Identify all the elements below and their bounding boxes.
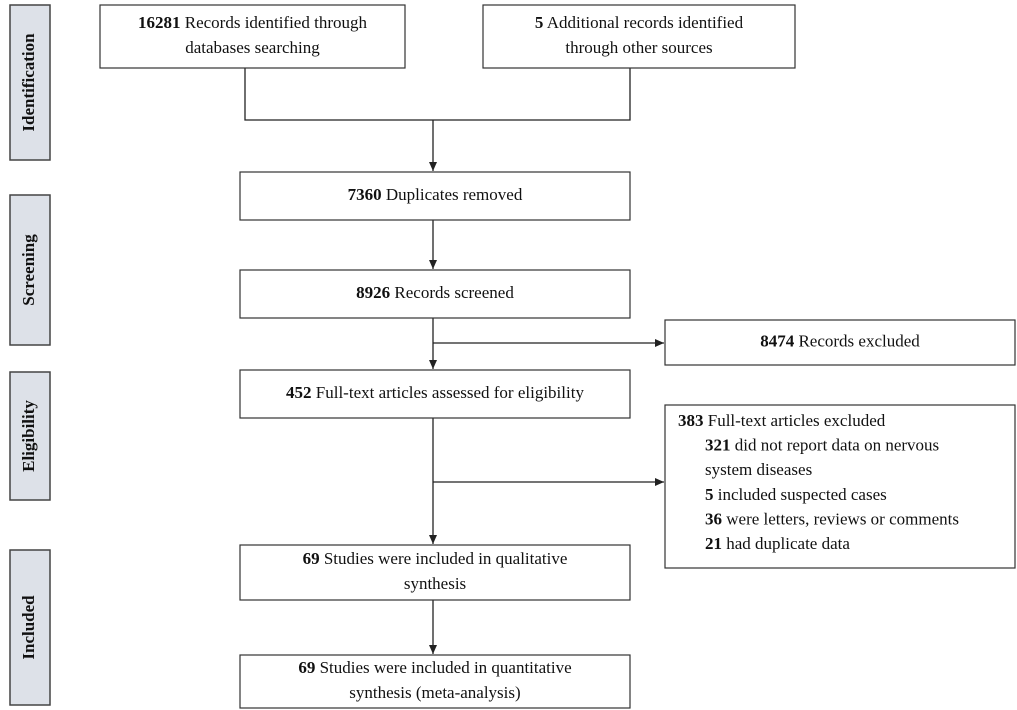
count: 321 xyxy=(705,436,731,455)
stage-box xyxy=(9,371,51,501)
count: 452 xyxy=(286,383,312,402)
box xyxy=(239,654,631,709)
stage-label: Included xyxy=(19,595,38,660)
box xyxy=(239,171,631,221)
box xyxy=(239,369,631,419)
box-text: 452 Full-text articles assessed for elig… xyxy=(286,383,584,402)
box-text: 7360 Duplicates removed xyxy=(348,185,523,204)
count: 69 xyxy=(298,658,315,677)
box-line: Full-text articles excluded xyxy=(708,411,886,430)
stage-label: Identification xyxy=(19,33,38,132)
merge-line xyxy=(244,68,631,121)
box-text: 69 Studies were included in qualitative xyxy=(303,549,568,568)
count: 5 xyxy=(535,13,544,32)
box-text: 69 Studies were included in quantitative xyxy=(298,658,571,677)
box-text: databases searching xyxy=(185,38,320,57)
box-line: did not report data on nervous xyxy=(735,436,939,455)
box-line: Records identified through xyxy=(185,13,368,32)
box-text: synthesis (meta-analysis) xyxy=(349,683,520,702)
box xyxy=(664,319,1016,366)
box-text: 16281 Records identified through xyxy=(138,13,367,32)
count: 16281 xyxy=(138,13,181,32)
box-text: 5 included suspected cases xyxy=(705,485,887,504)
box-line: through other sources xyxy=(565,38,712,57)
box-line: synthesis (meta-analysis) xyxy=(349,683,520,702)
count: 8474 xyxy=(760,331,795,350)
box-text: 21 had duplicate data xyxy=(705,534,850,553)
count: 383 xyxy=(678,411,704,430)
box-line: Records excluded xyxy=(798,331,920,350)
box-line: Additional records identified xyxy=(547,13,744,32)
box xyxy=(482,4,796,69)
count: 8926 xyxy=(356,283,390,302)
count: 5 xyxy=(705,485,714,504)
stage-box xyxy=(9,549,51,706)
connectors xyxy=(244,68,664,654)
box-line: had duplicate data xyxy=(726,534,850,553)
box-text: through other sources xyxy=(565,38,712,57)
count: 36 xyxy=(705,509,722,528)
box-text: 321 did not report data on nervous xyxy=(705,436,939,455)
box-text: 8474 Records excluded xyxy=(760,331,920,350)
box-line: databases searching xyxy=(185,38,320,57)
box-text: 36 were letters, reviews or comments xyxy=(705,509,959,528)
stage-box xyxy=(9,194,51,346)
box-line: Studies were included in quantitative xyxy=(320,658,572,677)
box-line: system diseases xyxy=(705,460,812,479)
box-line: were letters, reviews or comments xyxy=(726,509,959,528)
box-text: synthesis xyxy=(404,574,466,593)
box xyxy=(99,4,406,69)
count: 21 xyxy=(705,534,722,553)
box-line: Duplicates removed xyxy=(386,185,523,204)
stage-label: Eligibility xyxy=(19,400,38,472)
box xyxy=(239,269,631,319)
box xyxy=(664,404,1016,569)
stage-label: Screening xyxy=(19,234,38,306)
box-line: synthesis xyxy=(404,574,466,593)
count: 7360 xyxy=(348,185,382,204)
box-text: system diseases xyxy=(705,460,812,479)
box-text: 383 Full-text articles excluded xyxy=(678,411,886,430)
box-line: Studies were included in qualitative xyxy=(324,549,568,568)
box-line: included suspected cases xyxy=(718,485,887,504)
box xyxy=(239,544,631,601)
box-text: 8926 Records screened xyxy=(356,283,514,302)
box-line: Full-text articles assessed for eligibil… xyxy=(316,383,585,402)
stage-box xyxy=(9,4,51,161)
box-line: Records screened xyxy=(394,283,514,302)
count: 69 xyxy=(303,549,320,568)
box-text: 5 Additional records identified xyxy=(535,13,744,32)
